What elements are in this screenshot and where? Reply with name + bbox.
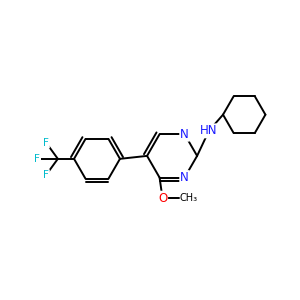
Text: CH₃: CH₃ [180,193,198,203]
Text: HN: HN [200,124,218,137]
Text: N: N [180,128,189,141]
Text: N: N [180,171,189,184]
Text: F: F [34,154,40,164]
Text: O: O [158,192,167,205]
Text: F: F [43,138,49,148]
Text: F: F [43,170,49,180]
